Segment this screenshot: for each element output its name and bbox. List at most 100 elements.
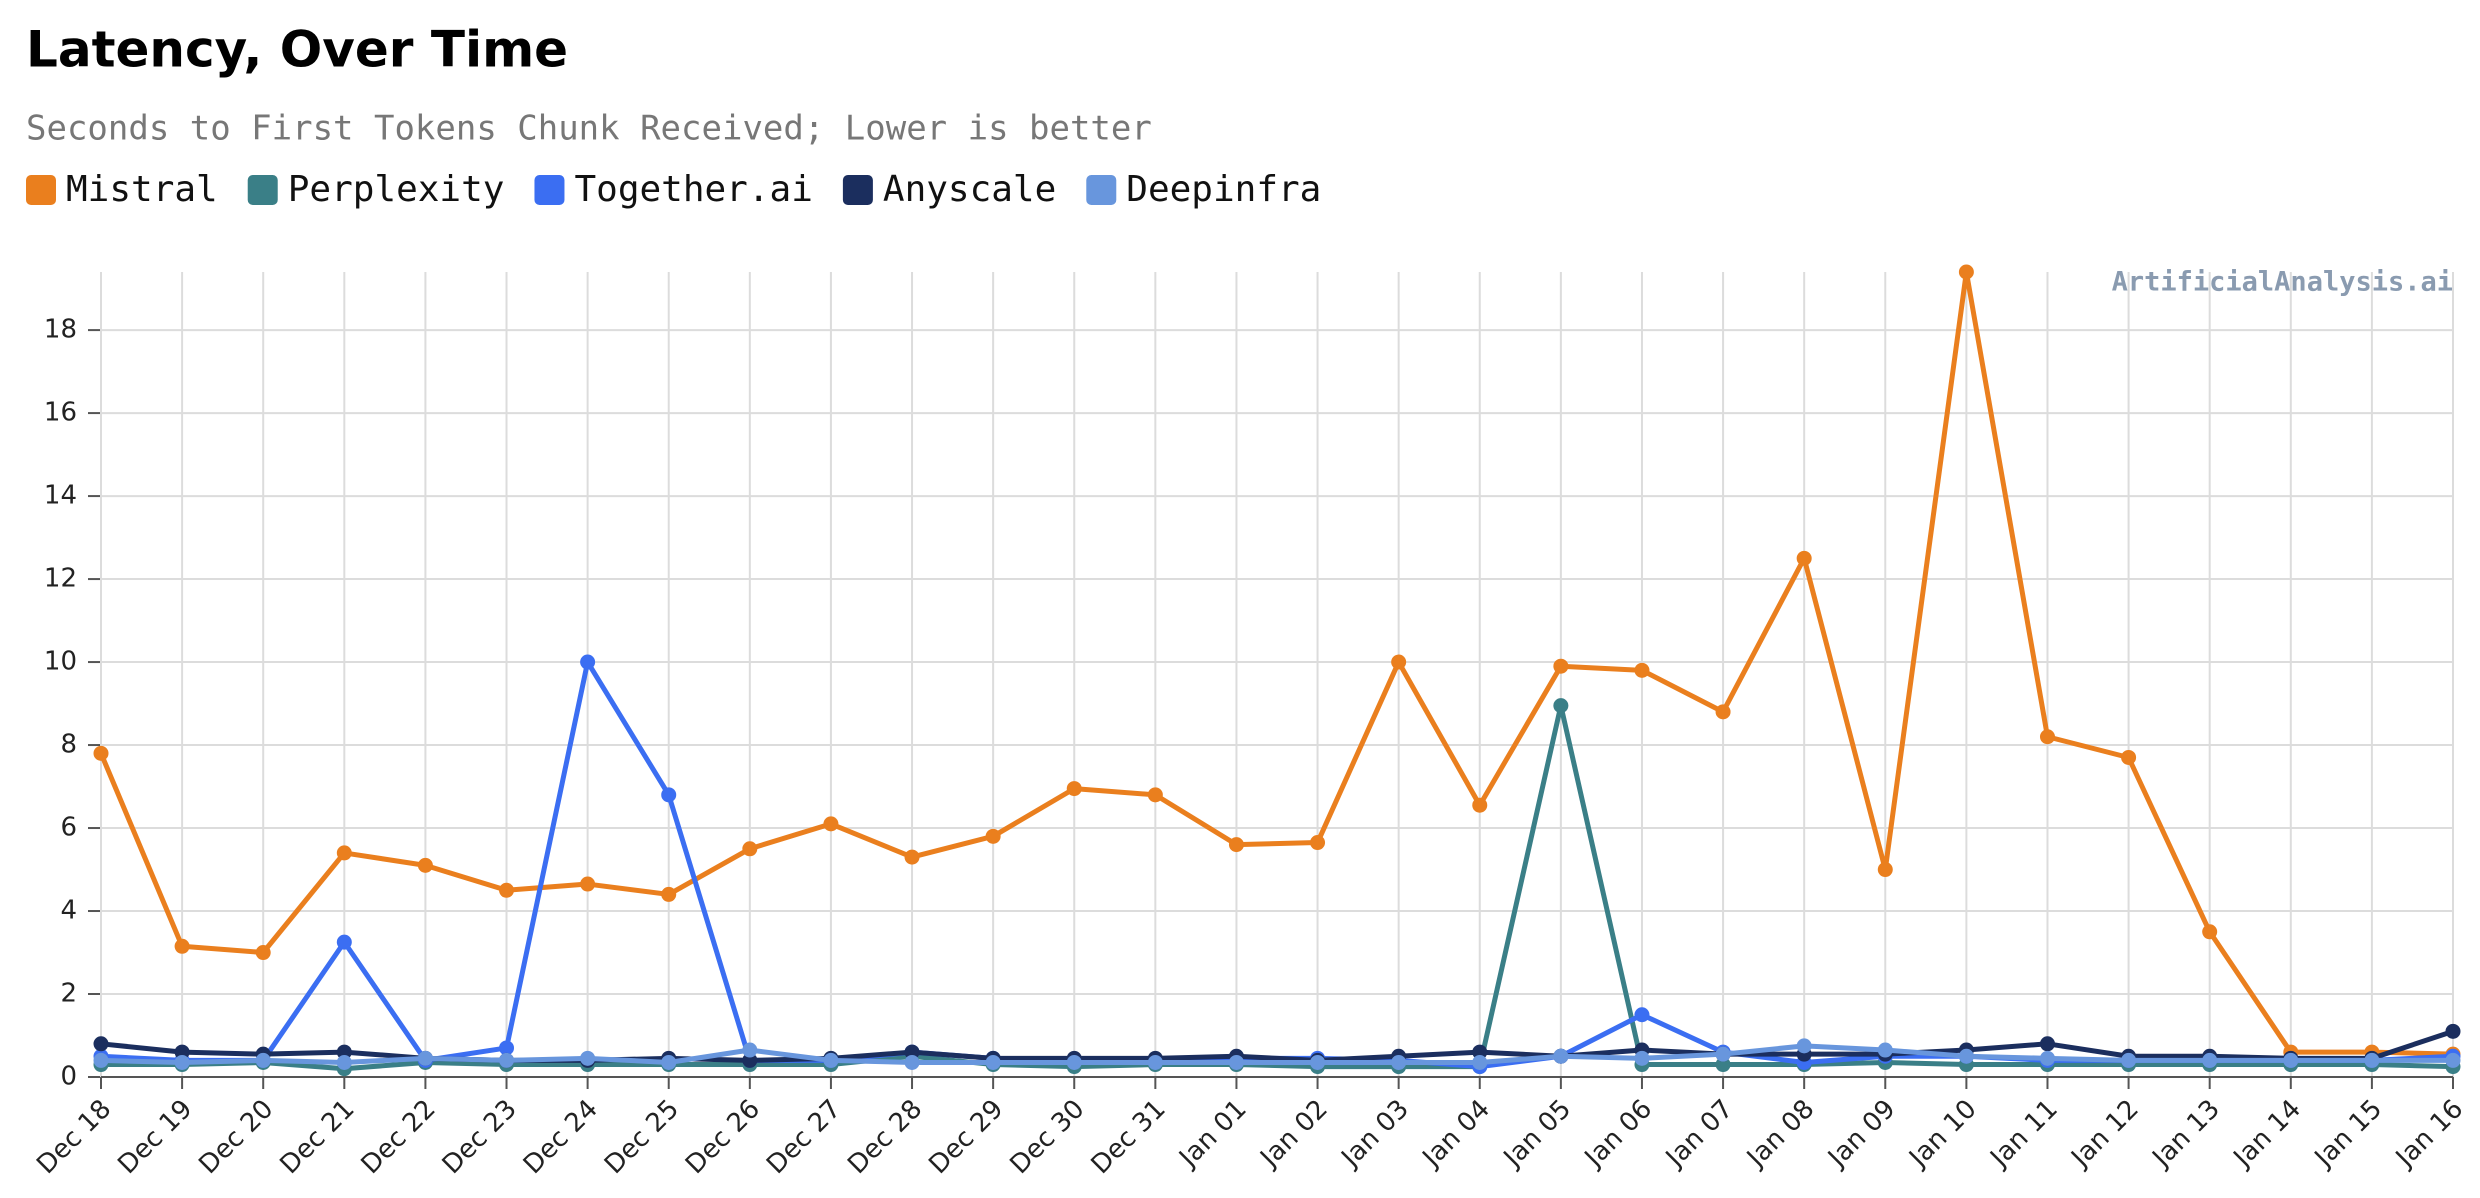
x-tick-label: Jan 12 [2065, 1094, 2145, 1174]
x-tick-label: Dec 22 [356, 1094, 442, 1180]
legend-label: Anyscale [883, 169, 1056, 210]
legend-swatch [247, 175, 278, 205]
x-tick-label: Jan 07 [1659, 1094, 1739, 1174]
data-point [93, 1036, 109, 1052]
data-point [2202, 1052, 2218, 1068]
x-tick-label: Jan 08 [1740, 1094, 1820, 1174]
x-tick-label: Jan 02 [1254, 1094, 1334, 1174]
data-point [1472, 1044, 1488, 1060]
x-tick-label: Dec 31 [1086, 1094, 1172, 1180]
data-point [1553, 1048, 1569, 1064]
data-point [1472, 1054, 1488, 1070]
data-point [1391, 1054, 1407, 1070]
x-tick-label: Jan 11 [1984, 1094, 2064, 1174]
data-point [417, 857, 433, 873]
data-point [499, 882, 515, 898]
data-point [985, 828, 1001, 844]
data-point [336, 1054, 352, 1070]
data-point [174, 1044, 190, 1060]
data-point [661, 787, 677, 803]
data-point [742, 1052, 758, 1068]
data-point [1634, 662, 1650, 678]
x-tick-label: Dec 18 [31, 1094, 117, 1180]
y-tick-label: 14 [44, 481, 77, 511]
x-tick-label: Jan 01 [1172, 1094, 1252, 1174]
x-tick-label: Dec 24 [518, 1094, 604, 1180]
legend-label: Deepinfra [1126, 169, 1321, 210]
x-tick-label: Dec 30 [1004, 1094, 1090, 1180]
data-point [1066, 781, 1082, 797]
data-point [742, 1042, 758, 1058]
data-point [499, 1052, 515, 1068]
data-point [1877, 1042, 1893, 1058]
x-tick-label: Jan 15 [2308, 1094, 2388, 1174]
series-line [100, 1043, 2453, 1065]
data-point [904, 1054, 920, 1070]
data-point [336, 1044, 352, 1060]
data-point [93, 1052, 109, 1068]
legend-swatch [842, 175, 873, 205]
legend-label: Perplexity [288, 169, 505, 210]
data-point [255, 945, 271, 961]
x-tick-label: Dec 25 [599, 1094, 685, 1180]
data-point [1715, 704, 1731, 720]
data-point [1147, 1054, 1163, 1070]
data-point [2121, 749, 2137, 765]
data-point [580, 876, 596, 892]
data-point [580, 1050, 596, 1066]
data-point [823, 816, 839, 832]
legend-label: Mistral [66, 169, 218, 210]
data-point [2039, 1050, 2055, 1066]
data-point [1391, 654, 1407, 670]
x-tick-label: Dec 26 [680, 1094, 766, 1180]
y-tick-label: 12 [44, 564, 77, 594]
data-point [255, 1052, 271, 1068]
data-point [1796, 550, 1812, 566]
x-tick-label: Jan 05 [1497, 1094, 1577, 1174]
data-point [661, 886, 677, 902]
chart-subtitle: Seconds to First Tokens Chunk Received; … [26, 109, 1152, 149]
series-line [100, 659, 2454, 1070]
data-point [1877, 862, 1893, 878]
x-tick-label: Dec 19 [112, 1094, 198, 1180]
watermark: ArtificialAnalysis.ai [2112, 267, 2453, 298]
y-tick-label: 4 [60, 896, 77, 926]
x-tick-label: Dec 27 [761, 1094, 847, 1180]
x-tick-label: Dec 21 [275, 1094, 361, 1180]
data-point [904, 1044, 920, 1060]
x-tick-label: Jan 16 [2389, 1094, 2469, 1174]
data-point [1066, 1054, 1082, 1070]
y-tick-label: 16 [44, 398, 77, 428]
x-tick-label: Jan 14 [2227, 1094, 2307, 1174]
x-tick-label: Jan 09 [1821, 1094, 1901, 1174]
data-point [2445, 1023, 2461, 1039]
data-point [1472, 797, 1488, 813]
data-point [985, 1054, 1001, 1070]
x-tick-label: Jan 13 [2146, 1094, 2226, 1174]
data-point [1958, 1048, 1974, 1064]
data-point [417, 1050, 433, 1066]
x-tick-label: Jan 03 [1335, 1094, 1415, 1174]
data-point [1147, 787, 1163, 803]
data-point [2445, 1052, 2461, 1068]
data-point [93, 745, 109, 761]
data-point [1228, 1054, 1244, 1070]
legend-label: Together.ai [574, 169, 812, 210]
data-point [2202, 924, 2218, 940]
data-point [1553, 658, 1569, 674]
x-tick-label: Jan 10 [1902, 1094, 1982, 1174]
series-line [101, 703, 2454, 1072]
x-tick-label: Jan 04 [1416, 1094, 1496, 1174]
data-point [2039, 729, 2055, 745]
data-point [336, 934, 352, 950]
data-point [2039, 1036, 2055, 1052]
data-point [2364, 1052, 2380, 1068]
x-tick-label: Dec 20 [193, 1094, 279, 1180]
y-tick-label: 18 [44, 315, 77, 345]
y-tick-label: 8 [60, 730, 77, 760]
data-point [661, 1054, 677, 1070]
chart-title: Latency, Over Time [26, 21, 568, 79]
data-point [499, 1040, 515, 1056]
